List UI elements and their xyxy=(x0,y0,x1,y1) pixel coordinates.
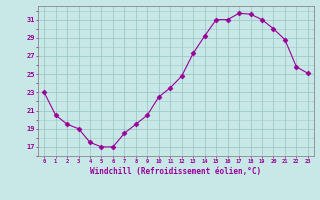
X-axis label: Windchill (Refroidissement éolien,°C): Windchill (Refroidissement éolien,°C) xyxy=(91,167,261,176)
